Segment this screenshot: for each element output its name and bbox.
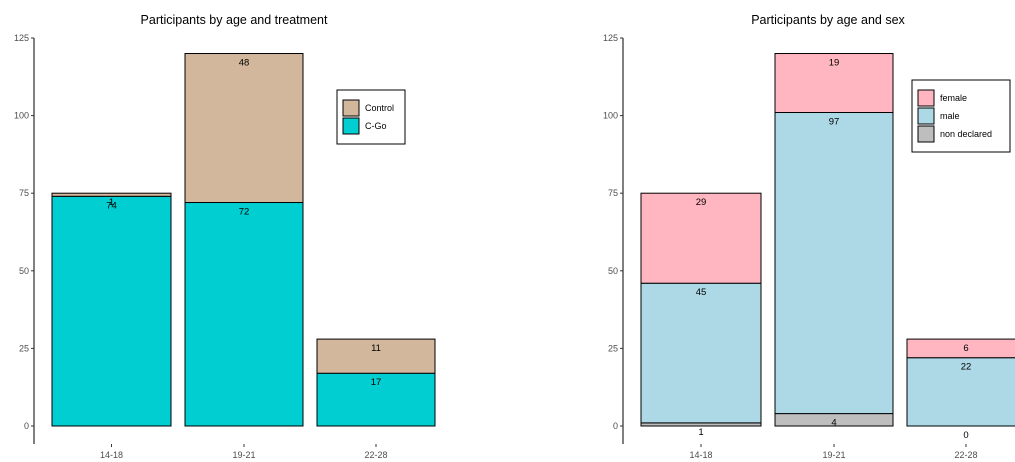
y-tick-label: 125 <box>14 33 29 43</box>
y-tick-label: 75 <box>19 188 29 198</box>
chart-title: Participants by age and treatment <box>141 13 328 27</box>
data-label: 17 <box>371 377 382 388</box>
y-tick-label: 25 <box>19 343 29 353</box>
y-tick-label: 0 <box>613 421 618 431</box>
data-label: 6 <box>963 343 968 354</box>
data-label: 22 <box>961 362 972 373</box>
data-label: 45 <box>696 287 707 298</box>
y-tick-label: 75 <box>608 188 618 198</box>
y-tick-label: 125 <box>603 33 618 43</box>
data-label: 29 <box>696 197 707 208</box>
data-label: 72 <box>239 207 250 218</box>
y-tick-label: 25 <box>608 343 618 353</box>
data-label: 74 <box>106 200 117 211</box>
legend-label: female <box>940 93 967 103</box>
legend-label: male <box>940 111 960 121</box>
y-tick-label: 100 <box>14 111 29 121</box>
legend-label: C-Go <box>365 121 387 131</box>
legend-swatch <box>917 125 935 143</box>
data-label: 1 <box>109 197 114 208</box>
legend-box <box>336 89 406 145</box>
x-tick-label: 22-28 <box>364 450 387 460</box>
data-label: 11 <box>371 343 381 354</box>
y-tick-label: 50 <box>608 266 618 276</box>
legend-swatch <box>342 99 360 117</box>
bar-segment <box>640 282 762 424</box>
legend-label: Control <box>365 103 394 113</box>
legend-swatch <box>342 117 360 135</box>
x-tick-label: 19-21 <box>232 450 255 460</box>
bar-segment <box>51 195 172 427</box>
bar-segment <box>184 202 304 427</box>
bar-segment <box>316 372 436 427</box>
bar-segment <box>774 53 894 113</box>
bar-segment <box>640 192 762 284</box>
x-tick-label: 22-28 <box>954 450 977 460</box>
data-label: 97 <box>829 116 840 127</box>
x-tick-label: 14-18 <box>100 450 123 460</box>
bar-segment <box>51 192 172 197</box>
data-label: 0 <box>963 430 968 441</box>
chart-panel-treatment: Participants by age and treatment 0 25 50 7… <box>14 13 436 460</box>
data-label: 19 <box>829 58 840 69</box>
x-tick-label: 19-21 <box>822 450 845 460</box>
bar-segment <box>184 53 304 204</box>
data-label: 1 <box>698 427 703 438</box>
data-label: 48 <box>239 58 250 69</box>
y-tick-label: 50 <box>19 266 29 276</box>
bar-segment <box>316 338 436 374</box>
legend-swatch <box>917 107 935 125</box>
y-tick-label: 0 <box>24 421 29 431</box>
data-label: 4 <box>831 418 836 429</box>
y-tick-label: 100 <box>603 111 618 121</box>
bar-segment <box>906 338 1015 359</box>
x-tick-label: 14-18 <box>689 450 712 460</box>
bar-segment <box>774 111 894 415</box>
legend-label: non declared <box>940 129 992 139</box>
legend-swatch <box>917 89 935 107</box>
chart-title: Participants by age and sex <box>751 13 905 27</box>
chart-panel-sex: Participants by age and sex 025507510012… <box>603 13 1015 460</box>
